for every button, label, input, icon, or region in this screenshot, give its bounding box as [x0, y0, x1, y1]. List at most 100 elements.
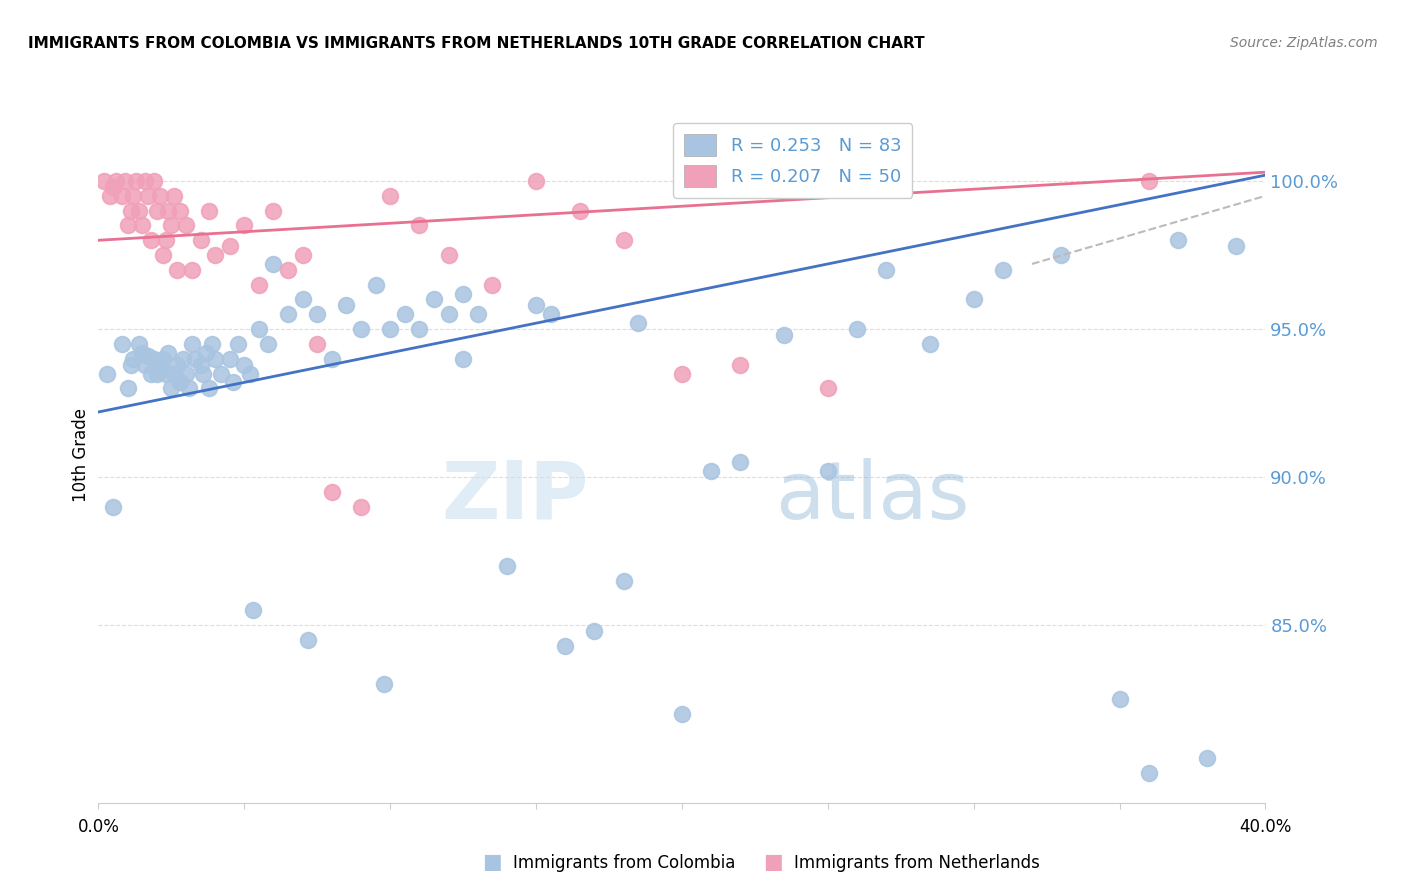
Point	[131, 219, 153, 233]
Point	[155, 233, 177, 247]
Text: Immigrants from Netherlands: Immigrants from Netherlands	[794, 855, 1040, 872]
Point	[169, 376, 191, 390]
Point	[233, 358, 256, 372]
Point	[256, 337, 278, 351]
Point	[172, 351, 194, 366]
Point	[139, 233, 162, 247]
Point	[163, 189, 186, 203]
Point	[136, 349, 159, 363]
Point	[1225, 239, 1247, 253]
Point	[117, 381, 139, 395]
Legend: R = 0.253   N = 83, R = 0.207   N = 50: R = 0.253 N = 83, R = 0.207 N = 50	[673, 123, 912, 198]
Point	[111, 337, 134, 351]
Point	[160, 381, 183, 395]
Point	[101, 500, 124, 514]
Point	[307, 337, 329, 351]
Point	[730, 358, 752, 372]
Point	[350, 500, 373, 514]
Point	[408, 322, 430, 336]
Point	[408, 219, 430, 233]
Point	[962, 293, 984, 307]
Point	[875, 263, 897, 277]
Point	[93, 174, 115, 188]
Point	[180, 263, 202, 277]
Text: atlas: atlas	[775, 458, 970, 536]
Point	[373, 677, 395, 691]
Point	[201, 337, 224, 351]
Point	[524, 298, 547, 312]
Point	[481, 277, 503, 292]
Point	[1108, 692, 1130, 706]
Point	[104, 174, 127, 188]
Point	[1167, 233, 1189, 247]
Point	[136, 189, 159, 203]
Point	[128, 203, 150, 218]
Point	[149, 358, 172, 372]
Point	[233, 219, 256, 233]
Point	[627, 316, 650, 330]
Point	[122, 351, 145, 366]
Point	[157, 345, 180, 359]
Point	[193, 367, 215, 381]
Point	[350, 322, 373, 336]
Point	[204, 248, 226, 262]
Point	[451, 286, 474, 301]
Point	[277, 263, 299, 277]
Point	[174, 219, 197, 233]
Point	[451, 351, 474, 366]
Point	[128, 337, 150, 351]
Point	[817, 381, 839, 395]
Point	[700, 464, 723, 478]
Point	[139, 367, 162, 381]
Point	[568, 203, 591, 218]
Point	[423, 293, 446, 307]
Point	[1137, 174, 1160, 188]
Point	[117, 219, 139, 233]
Text: 40.0%: 40.0%	[1239, 818, 1292, 836]
Point	[918, 337, 941, 351]
Point	[125, 174, 148, 188]
Point	[307, 307, 329, 321]
Point	[263, 203, 285, 218]
Point	[321, 351, 343, 366]
Point	[297, 632, 319, 647]
Point	[291, 248, 314, 262]
Point	[120, 358, 142, 372]
Point	[394, 307, 416, 321]
Point	[1050, 248, 1073, 262]
Point	[671, 367, 693, 381]
Point	[120, 203, 142, 218]
Point	[190, 233, 212, 247]
Point	[155, 367, 177, 381]
Point	[613, 574, 636, 588]
Point	[180, 337, 202, 351]
Point	[437, 307, 460, 321]
Point	[991, 263, 1014, 277]
Text: Immigrants from Colombia: Immigrants from Colombia	[513, 855, 735, 872]
Point	[218, 351, 240, 366]
Point	[228, 337, 250, 351]
Point	[152, 248, 174, 262]
Point	[380, 322, 402, 336]
Point	[247, 322, 270, 336]
Point	[209, 367, 232, 381]
Point	[817, 464, 839, 478]
Point	[122, 189, 145, 203]
Point	[169, 376, 191, 390]
Point	[101, 180, 124, 194]
Point	[96, 367, 118, 381]
Point	[160, 219, 183, 233]
Point	[1137, 766, 1160, 780]
Point	[380, 189, 402, 203]
Text: Source: ZipAtlas.com: Source: ZipAtlas.com	[1230, 36, 1378, 50]
Point	[221, 376, 243, 390]
Point	[163, 367, 186, 381]
Point	[177, 381, 200, 395]
Point	[166, 358, 188, 372]
Point	[846, 322, 869, 336]
Point	[190, 358, 212, 372]
Point	[277, 307, 299, 321]
Text: ■: ■	[763, 853, 783, 872]
Point	[152, 351, 174, 366]
Point	[146, 203, 169, 218]
